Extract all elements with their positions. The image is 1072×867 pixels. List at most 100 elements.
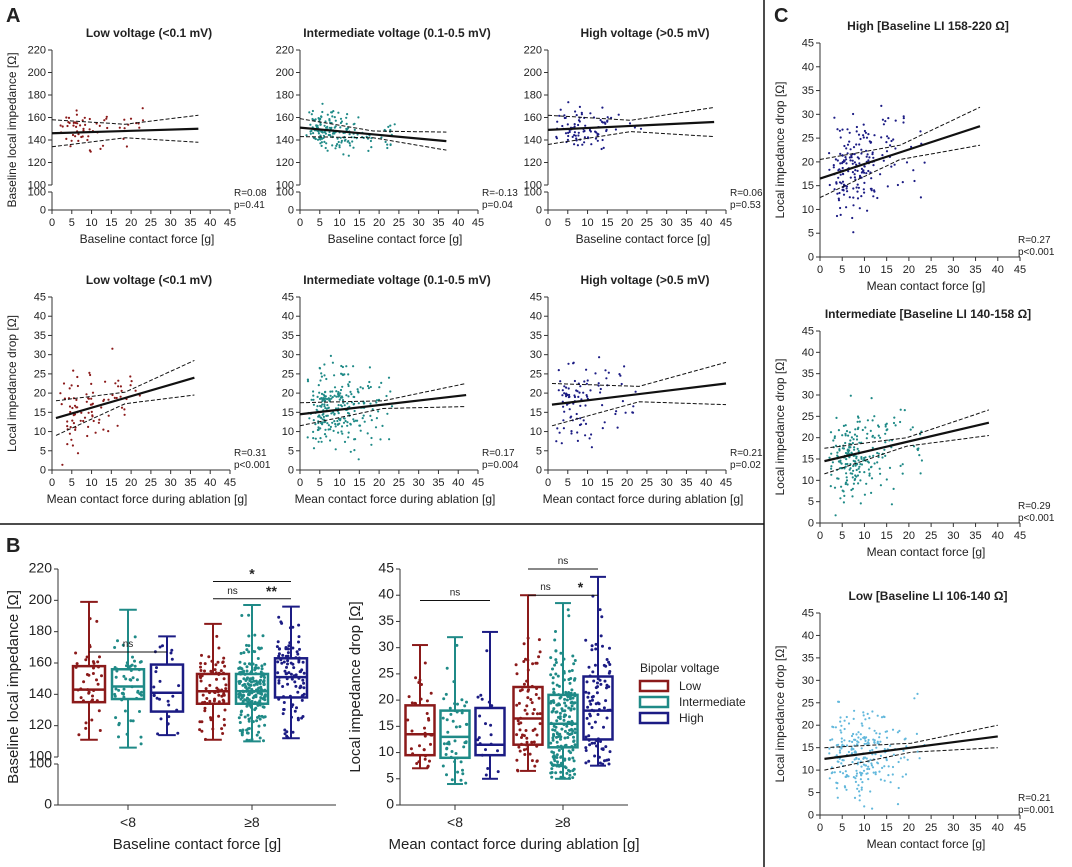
x-tick-label: 15 <box>353 217 365 229</box>
data-point <box>287 671 291 675</box>
data-point <box>882 123 886 126</box>
data-point <box>215 634 219 638</box>
data-point <box>388 438 391 441</box>
data-point <box>333 420 336 423</box>
data-point <box>122 687 126 691</box>
x-axis-label: Mean contact force during ablation [g] <box>543 492 744 506</box>
data-point <box>320 416 323 419</box>
data-point <box>901 181 904 184</box>
data-point <box>92 661 96 665</box>
data-point <box>537 655 541 659</box>
data-point <box>836 192 839 195</box>
data-point <box>115 396 118 400</box>
data-point <box>141 107 144 110</box>
data-point <box>200 729 204 733</box>
data-point <box>450 778 454 782</box>
y-tick-label: 180 <box>28 90 46 102</box>
data-point <box>848 196 851 199</box>
y-tick-label: 35 <box>378 612 394 628</box>
data-point <box>590 143 593 146</box>
data-point <box>331 144 334 147</box>
y-tick-label: 20 <box>802 156 814 168</box>
data-point <box>199 669 203 672</box>
data-point <box>897 760 900 764</box>
data-point <box>573 743 577 747</box>
data-point <box>257 730 261 734</box>
data-point <box>867 741 870 744</box>
data-point <box>117 379 120 382</box>
data-point <box>852 748 855 751</box>
data-point <box>321 131 324 134</box>
data-point <box>555 735 558 739</box>
data-point <box>349 450 352 453</box>
data-point <box>602 706 606 710</box>
x-tick-label: 0 <box>49 217 55 229</box>
x-tick-label: 0 <box>817 822 823 834</box>
data-point <box>524 729 528 732</box>
data-point <box>87 425 90 428</box>
data-point <box>101 144 105 147</box>
data-point <box>577 395 580 398</box>
x-tick-label: 40 <box>700 477 712 489</box>
data-point <box>283 728 287 732</box>
data-point <box>869 758 872 762</box>
data-point <box>138 692 142 696</box>
data-point <box>849 439 852 442</box>
data-point <box>102 399 105 403</box>
data-point <box>312 437 315 440</box>
data-point <box>454 752 458 755</box>
data-point <box>79 419 82 422</box>
data-point <box>380 136 383 139</box>
data-point <box>850 436 854 439</box>
data-point <box>563 709 567 713</box>
y-tick-label: 15 <box>34 407 46 419</box>
data-point <box>885 478 888 481</box>
data-point <box>882 159 885 162</box>
data-point <box>573 727 577 731</box>
data-point <box>129 384 132 387</box>
data-point <box>285 665 288 669</box>
data-point <box>867 133 870 136</box>
data-point <box>385 394 388 398</box>
y-tick-label: 35 <box>282 330 294 342</box>
data-point <box>860 152 863 155</box>
data-point <box>91 694 94 698</box>
data-point <box>341 396 344 399</box>
data-point <box>598 608 602 612</box>
data-point <box>870 762 873 765</box>
data-point <box>352 365 355 368</box>
data-point <box>133 635 137 639</box>
data-point <box>849 394 852 397</box>
data-point <box>852 717 855 721</box>
data-point <box>113 694 117 698</box>
data-point <box>80 411 83 414</box>
data-point <box>117 721 121 725</box>
data-point <box>81 119 84 122</box>
data-point <box>113 646 117 649</box>
data-point <box>863 471 866 474</box>
data-point <box>576 439 580 442</box>
y-tick-label: 10 <box>802 204 814 216</box>
data-point <box>835 182 838 185</box>
data-point <box>343 139 346 142</box>
data-point <box>607 660 611 664</box>
data-point <box>575 114 578 117</box>
data-point <box>82 680 86 684</box>
data-point <box>839 497 842 500</box>
data-point <box>829 485 832 488</box>
data-point <box>320 421 323 425</box>
data-point <box>869 790 872 793</box>
data-point <box>567 131 570 134</box>
confidence-band-lower <box>547 131 715 145</box>
data-point <box>323 405 326 408</box>
data-point <box>531 662 535 666</box>
x-tick-label: 30 <box>947 822 959 834</box>
data-point <box>584 735 588 739</box>
x-tick-label: 0 <box>49 477 55 489</box>
data-point <box>516 768 519 772</box>
y-tick-label: 100 <box>524 187 542 199</box>
data-point <box>74 428 77 431</box>
data-point <box>556 715 560 719</box>
data-point <box>880 716 884 719</box>
data-point <box>254 679 258 683</box>
